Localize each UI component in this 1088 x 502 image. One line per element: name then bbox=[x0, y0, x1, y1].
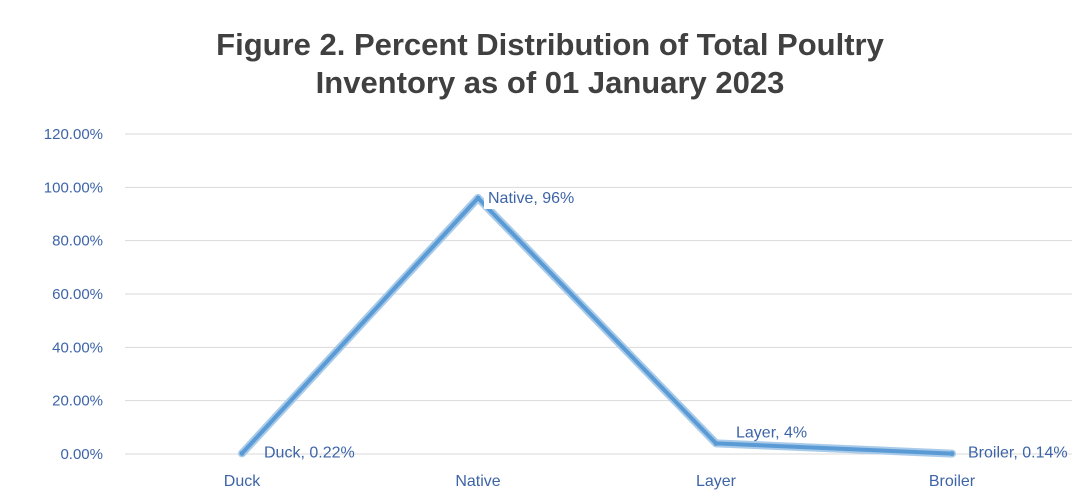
y-axis-ticks: 0.00% 20.00% 40.00% 60.00% 80.00% 100.00% 120.… bbox=[44, 126, 103, 463]
data-label-native: Native, 96% bbox=[488, 190, 574, 207]
x-axis-categories: Duck Native Layer Broiler bbox=[224, 473, 976, 490]
x-category-label: Duck bbox=[224, 473, 261, 490]
data-point-layer bbox=[713, 440, 719, 446]
x-category-label: Layer bbox=[696, 473, 737, 490]
chart-title: Figure 2. Percent Distribution of Total … bbox=[0, 26, 1088, 102]
chart-title-line-2: Inventory as of 01 January 2023 bbox=[315, 65, 785, 100]
y-tick-label: 20.00% bbox=[52, 393, 103, 410]
series-line bbox=[238, 194, 956, 458]
x-category-label: Broiler bbox=[929, 473, 976, 490]
data-label-broiler: Broiler, 0.14% bbox=[968, 445, 1068, 462]
data-point-duck bbox=[239, 450, 245, 456]
y-tick-label: 100.00% bbox=[44, 179, 103, 196]
data-labels: Duck, 0.22% Native, 96% Layer, 4% Broiler, … bbox=[264, 188, 1068, 462]
y-tick-label: 80.00% bbox=[52, 233, 103, 250]
data-label-duck: Duck, 0.22% bbox=[264, 444, 355, 461]
data-label-background bbox=[484, 188, 579, 209]
y-tick-label: 60.00% bbox=[52, 286, 103, 303]
series-line-path bbox=[240, 196, 954, 456]
gridlines bbox=[125, 133, 1072, 455]
y-tick-label: 40.00% bbox=[52, 339, 103, 356]
x-category-label: Native bbox=[455, 473, 500, 490]
chart-title-line-1: Figure 2. Percent Distribution of Total … bbox=[216, 27, 884, 62]
series-line-glow bbox=[238, 194, 956, 458]
data-label-layer: Layer, 4% bbox=[736, 424, 807, 441]
y-tick-label: 0.00% bbox=[60, 446, 103, 463]
data-point-broiler bbox=[949, 451, 955, 457]
data-point-native bbox=[475, 195, 481, 201]
y-tick-label: 120.00% bbox=[44, 126, 103, 143]
